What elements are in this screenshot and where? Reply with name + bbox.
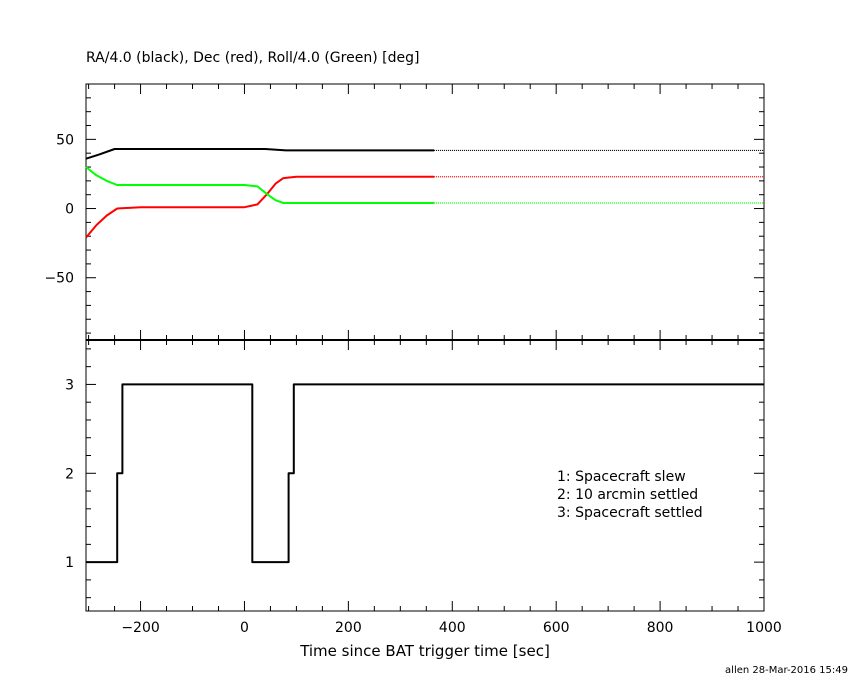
x-tick-label: 200 <box>335 620 362 636</box>
x-tick-label: 800 <box>647 620 674 636</box>
x-axis-label: Time since BAT trigger time [sec] <box>299 642 550 660</box>
legend-item-2: 2: 10 arcmin settled <box>557 487 698 503</box>
x-tick-label: −200 <box>121 620 159 636</box>
footer-timestamp: allen 28-Mar-2016 15:49 <box>725 665 848 676</box>
bottom-y-tick-label: 3 <box>65 377 74 393</box>
bottom-series-1-line <box>86 383 764 564</box>
x-tick-label: 400 <box>439 620 466 636</box>
top-y-tick-label: 50 <box>56 132 74 148</box>
top-frame <box>85 83 765 341</box>
top-series-2-line <box>85 175 435 239</box>
top-panel: −50 0 50 <box>44 83 765 341</box>
bottom-frame <box>85 339 765 612</box>
bottom-y-tick-label: 1 <box>65 555 74 571</box>
x-tick-label: 1000 <box>746 620 782 636</box>
chart-title: RA/4.0 (black), Dec (red), Roll/4.0 (Gre… <box>86 50 419 66</box>
top-y-tick-label: 0 <box>65 202 74 218</box>
top-series-3-line <box>85 166 435 204</box>
top-y-tick-label: −50 <box>44 271 74 287</box>
x-tick-label: 600 <box>543 620 570 636</box>
bottom-y-tick-label: 2 <box>65 466 74 482</box>
bottom-panel: −200 0 200 400 600 800 1000 1 2 3 <box>65 339 782 636</box>
top-series-1-line <box>85 148 435 160</box>
legend-item-1: 1: Spacecraft slew <box>557 469 686 485</box>
x-tick-label: 0 <box>240 620 249 636</box>
legend-item-3: 3: Spacecraft settled <box>557 505 703 521</box>
